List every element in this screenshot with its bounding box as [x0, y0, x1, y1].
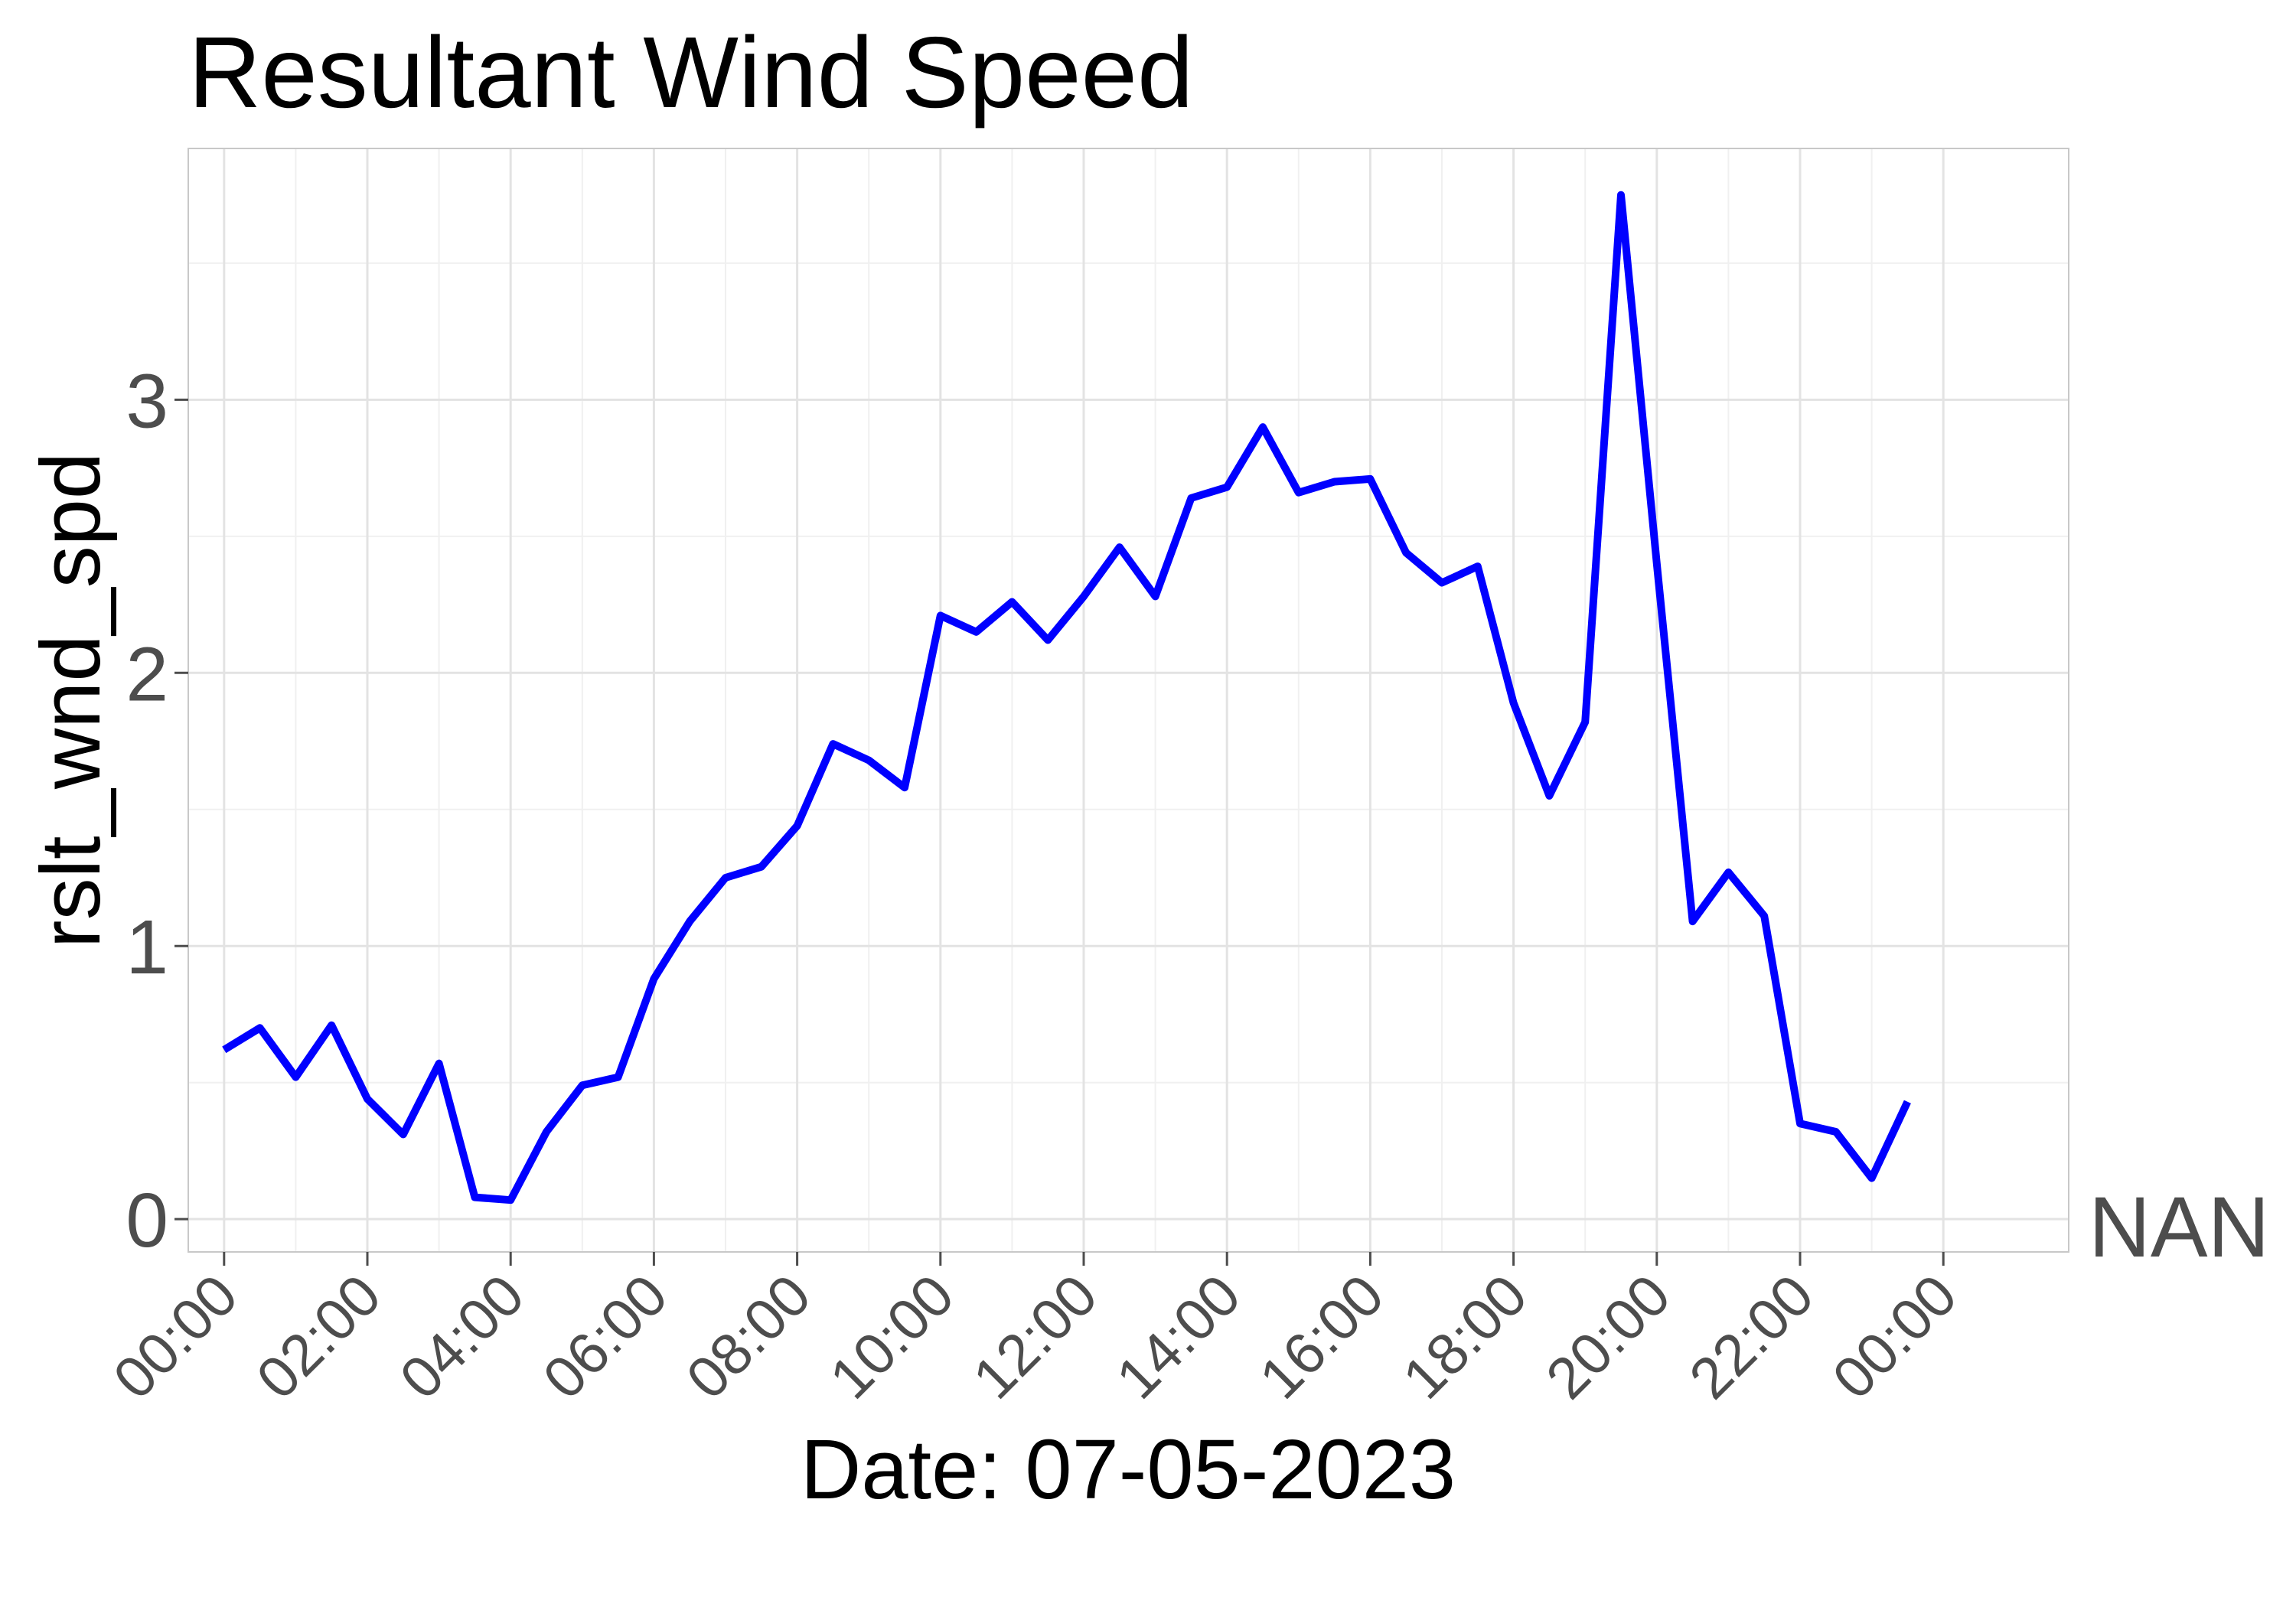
- x-tick-label: 04:00: [388, 1263, 537, 1412]
- y-tick-label: 1: [126, 905, 168, 990]
- nan-annotation: NAN: [2089, 1179, 2269, 1275]
- chart-title: Resultant Wind Speed: [188, 16, 1193, 129]
- x-tick-label: 00:00: [101, 1263, 250, 1412]
- y-tick-label: 3: [126, 358, 168, 444]
- x-tick-label: 08:00: [674, 1263, 823, 1412]
- x-tick-label: 20:00: [1534, 1263, 1683, 1412]
- y-tick-label: 2: [126, 631, 168, 717]
- x-tick-label: 00:00: [1821, 1263, 1970, 1412]
- x-axis: 00:0002:0004:0006:0008:0010:0012:0014:00…: [101, 1252, 1969, 1412]
- x-tick-label: 22:00: [1677, 1263, 1826, 1412]
- y-tick-label: 0: [126, 1178, 168, 1263]
- x-tick-label: 18:00: [1391, 1263, 1540, 1412]
- x-tick-label: 10:00: [817, 1263, 967, 1412]
- x-tick-label: 06:00: [531, 1263, 680, 1412]
- grid: [188, 148, 2069, 1252]
- x-tick-label: 16:00: [1247, 1263, 1397, 1412]
- x-tick-label: 12:00: [960, 1263, 1110, 1412]
- x-tick-label: 02:00: [244, 1263, 393, 1412]
- series-line: [222, 191, 1911, 1204]
- y-axis-title: rslt_wnd_spd: [24, 452, 118, 948]
- y-axis: 0 1 2 3: [126, 358, 188, 1263]
- x-tick-label: 14:00: [1104, 1263, 1254, 1412]
- x-axis-title: Date: 07-05-2023: [801, 1423, 1456, 1517]
- plot-panel-border: [188, 148, 2069, 1253]
